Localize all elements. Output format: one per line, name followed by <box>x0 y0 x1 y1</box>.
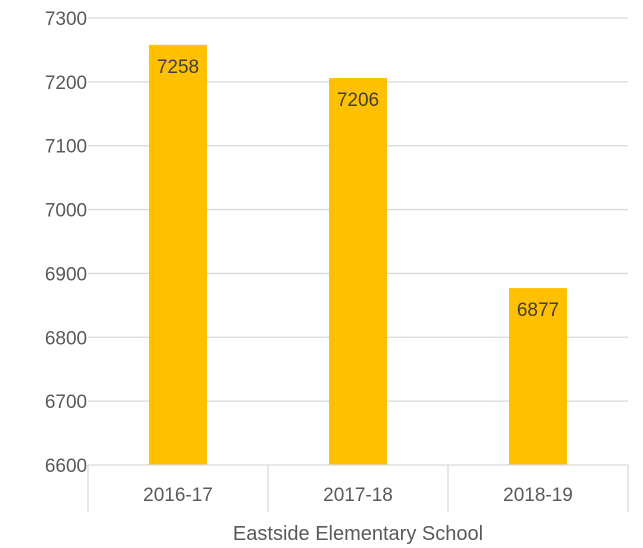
data-label: 7206 <box>337 90 379 111</box>
bars <box>149 44 567 466</box>
y-tick-label: 7100 <box>45 137 87 158</box>
y-tick-label: 6800 <box>45 328 87 349</box>
y-tick-label: 6900 <box>45 264 87 285</box>
x-tick-label: 2017-18 <box>323 485 393 506</box>
bar-2018-19 <box>509 288 567 465</box>
y-tick-label: 7300 <box>45 9 87 30</box>
data-label: 6877 <box>517 300 559 321</box>
x-tick-label: 2018-19 <box>503 485 573 506</box>
y-tick-label: 6700 <box>45 392 87 413</box>
y-tick-label: 6600 <box>45 456 87 477</box>
data-label: 7258 <box>157 57 199 78</box>
x-axis-title: Eastside Elementary School <box>233 523 483 545</box>
y-tick-label: 7200 <box>45 73 87 94</box>
bar-2016-17 <box>149 44 207 465</box>
labels: 6600 6700 6800 6900 7000 7100 7200 7300 7258 2016… <box>45 9 573 506</box>
x-tick-label: 2016-17 <box>143 485 213 506</box>
axes <box>87 464 629 512</box>
bar-2017-18 <box>329 78 387 466</box>
y-tick-label: 7000 <box>45 201 87 222</box>
